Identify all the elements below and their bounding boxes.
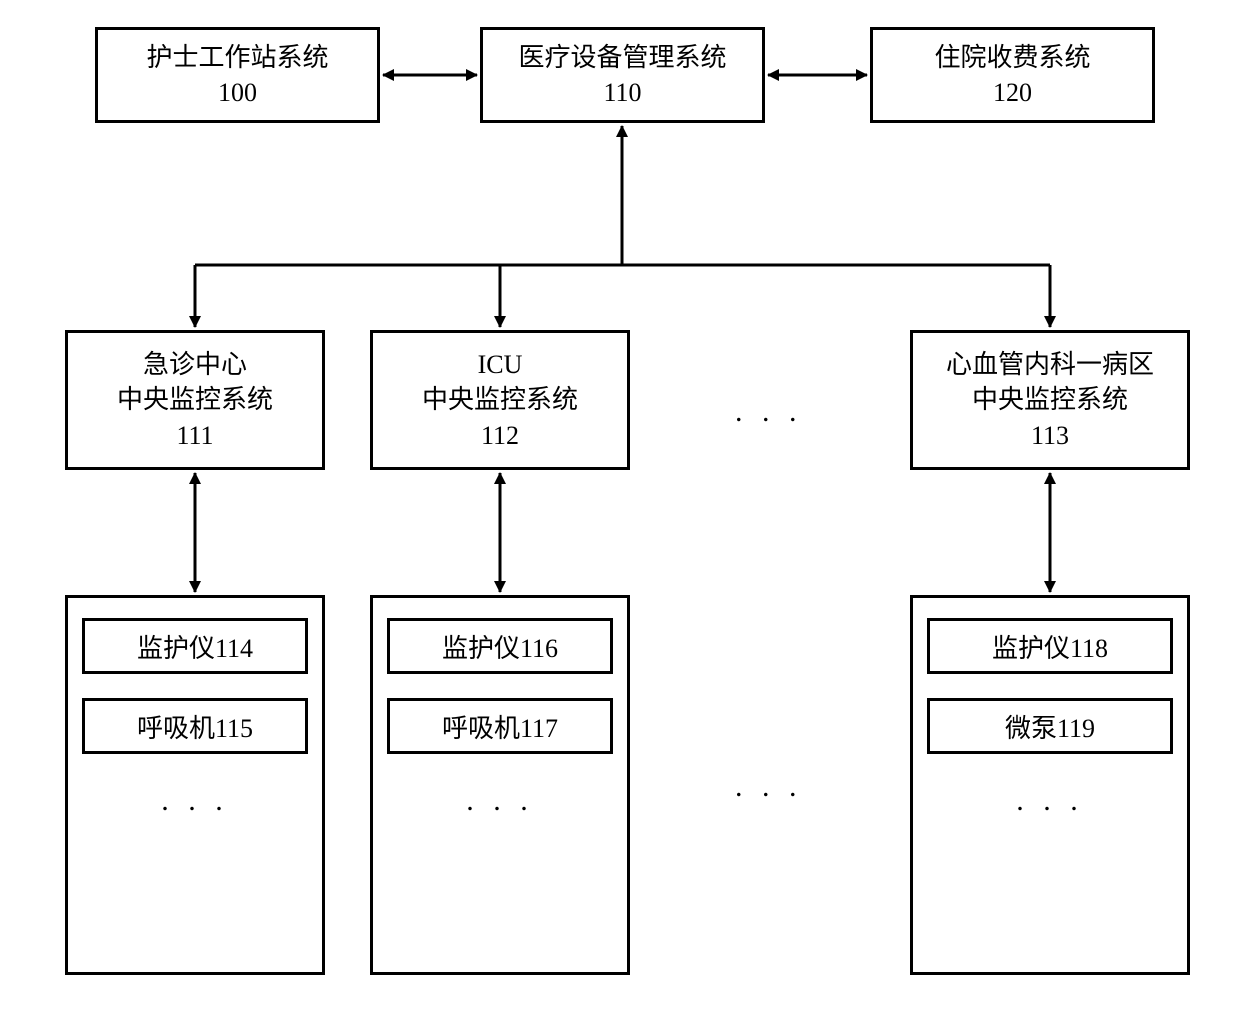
node-device-mgmt: 医疗设备管理系统 110 — [480, 27, 765, 123]
node-line2: 中央监控系统 — [972, 382, 1128, 417]
sub-label: 呼吸机117 — [442, 708, 558, 745]
node-icu-monitor: ICU 中央监控系统 112 — [370, 330, 630, 470]
sub-label: 监护仪118 — [992, 628, 1108, 665]
ellipsis-container: . . . — [387, 784, 613, 818]
sub-label: 微泵119 — [1005, 708, 1095, 745]
container-icu-devices: 监护仪116 呼吸机117 . . . — [370, 595, 630, 975]
sub-label: 监护仪114 — [137, 628, 253, 665]
sub-node: 监护仪114 — [82, 618, 308, 674]
node-number: 113 — [1031, 418, 1069, 453]
node-title: 医疗设备管理系统 — [518, 40, 726, 75]
sub-node: 监护仪116 — [387, 618, 613, 674]
ellipsis-container: . . . — [927, 784, 1173, 818]
node-title: 护士工作站系统 — [146, 40, 328, 75]
sub-label: 监护仪116 — [442, 628, 558, 665]
container-cardio-devices: 监护仪118 微泵119 . . . — [910, 595, 1190, 975]
ellipsis-bottom: . . . — [735, 770, 803, 804]
node-line2: 中央监控系统 — [422, 382, 578, 417]
node-cardio-monitor: 心血管内科一病区 中央监控系统 113 — [910, 330, 1190, 470]
ellipsis-container: . . . — [82, 784, 308, 818]
node-number: 112 — [481, 418, 519, 453]
diagram-canvas: 护士工作站系统 100 医疗设备管理系统 110 住院收费系统 120 急诊中心… — [0, 0, 1240, 1010]
ellipsis-middle: . . . — [735, 395, 803, 429]
node-er-monitor: 急诊中心 中央监控系统 111 — [65, 330, 325, 470]
node-billing: 住院收费系统 120 — [870, 27, 1155, 123]
node-title: 住院收费系统 — [934, 40, 1090, 75]
node-nurse-station: 护士工作站系统 100 — [95, 27, 380, 123]
node-number: 110 — [603, 75, 641, 110]
node-line1: 心血管内科一病区 — [946, 347, 1154, 382]
node-number: 100 — [218, 75, 257, 110]
sub-node: 呼吸机117 — [387, 698, 613, 754]
node-line2: 中央监控系统 — [117, 382, 273, 417]
node-number: 120 — [993, 75, 1032, 110]
sub-node: 呼吸机115 — [82, 698, 308, 754]
sub-node: 微泵119 — [927, 698, 1173, 754]
node-number: 111 — [176, 418, 213, 453]
sub-label: 呼吸机115 — [137, 708, 253, 745]
container-er-devices: 监护仪114 呼吸机115 . . . — [65, 595, 325, 975]
node-line1: ICU — [478, 347, 523, 382]
sub-node: 监护仪118 — [927, 618, 1173, 674]
node-line1: 急诊中心 — [143, 347, 247, 382]
